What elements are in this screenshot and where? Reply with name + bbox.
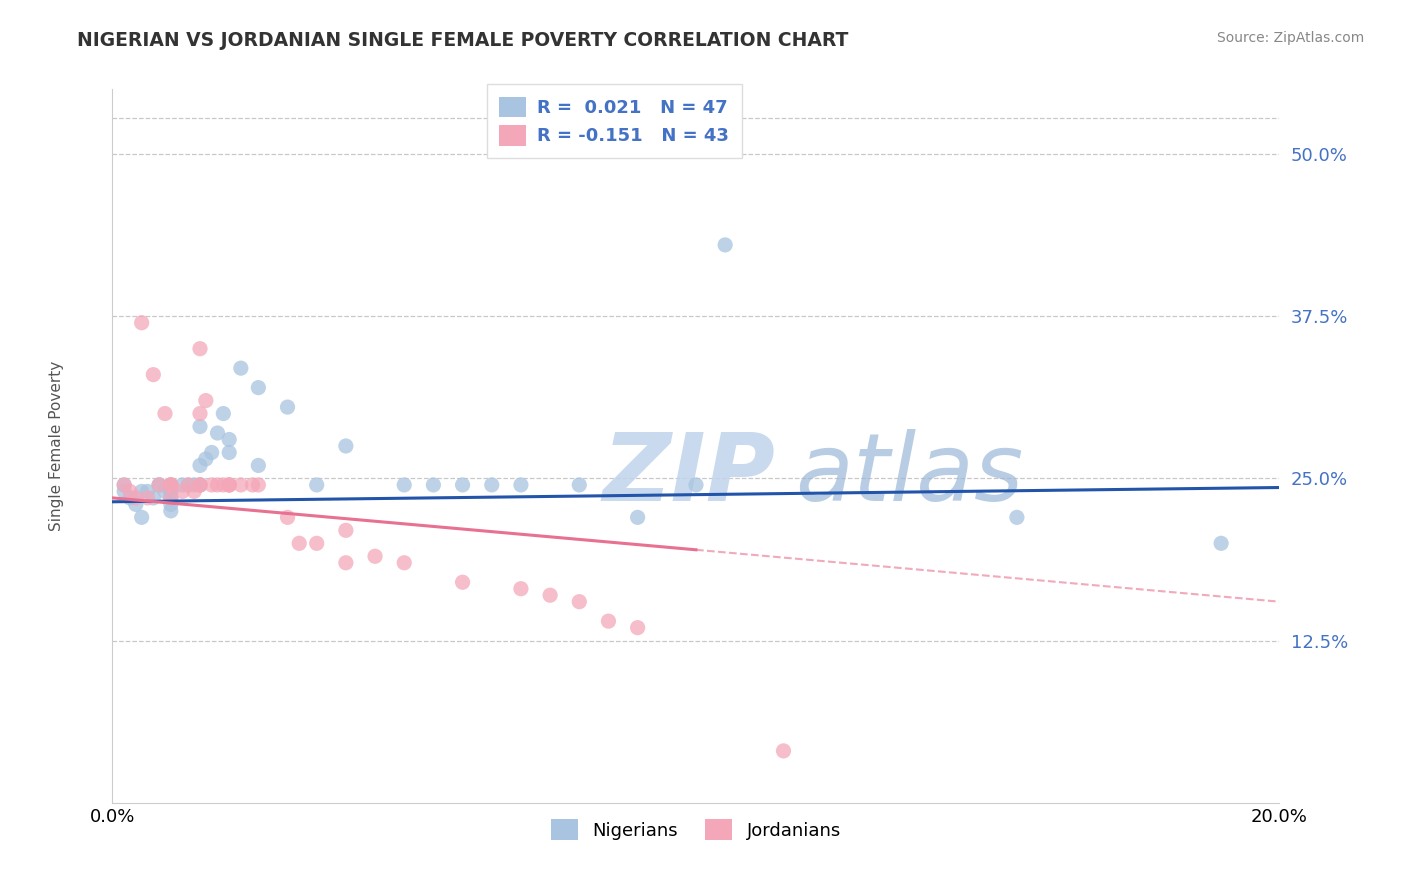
Point	[188, 419, 211, 434]
Point	[153, 484, 176, 499]
Point	[509, 478, 531, 492]
Point	[177, 478, 200, 492]
Point	[188, 478, 211, 492]
Point	[627, 621, 650, 635]
Point	[125, 491, 148, 505]
Point	[160, 478, 183, 492]
Point	[172, 484, 194, 499]
Point	[598, 614, 620, 628]
Point	[772, 744, 794, 758]
Point	[160, 497, 183, 511]
Point	[1209, 536, 1232, 550]
Point	[247, 458, 270, 473]
Point	[148, 478, 170, 492]
Point	[148, 478, 170, 492]
Point	[247, 478, 270, 492]
Point	[229, 478, 252, 492]
Point	[160, 478, 183, 492]
Point	[568, 478, 591, 492]
Point	[160, 504, 183, 518]
Legend: Nigerians, Jordanians: Nigerians, Jordanians	[537, 805, 855, 855]
Point	[148, 478, 170, 492]
Text: Source: ZipAtlas.com: Source: ZipAtlas.com	[1216, 31, 1364, 45]
Point	[714, 238, 737, 252]
Point	[153, 407, 176, 421]
Point	[451, 478, 474, 492]
Point	[335, 439, 357, 453]
Point	[305, 478, 328, 492]
Point	[160, 491, 183, 505]
Point	[188, 407, 211, 421]
Point	[112, 478, 135, 492]
Point	[172, 478, 194, 492]
Point	[125, 497, 148, 511]
Point	[131, 510, 153, 524]
Point	[118, 484, 141, 499]
Point	[188, 478, 211, 492]
Point	[112, 478, 135, 492]
Point	[160, 478, 183, 492]
Point	[207, 425, 229, 440]
Point	[509, 582, 531, 596]
Point	[394, 478, 416, 492]
Point	[183, 478, 205, 492]
Point	[177, 478, 200, 492]
Point	[188, 478, 211, 492]
Point	[131, 484, 153, 499]
Point	[212, 407, 235, 421]
Point	[136, 491, 159, 505]
Point	[568, 595, 591, 609]
Point	[160, 491, 183, 505]
Point	[288, 536, 311, 550]
Point	[685, 478, 707, 492]
Point	[627, 510, 650, 524]
Point	[218, 433, 240, 447]
Point	[160, 484, 183, 499]
Point	[305, 536, 328, 550]
Point	[276, 400, 298, 414]
Point	[207, 478, 229, 492]
Point	[160, 484, 183, 499]
Point	[194, 452, 217, 467]
Point	[160, 478, 183, 492]
Point	[481, 478, 503, 492]
Point	[218, 478, 240, 492]
Point	[394, 556, 416, 570]
Point	[183, 484, 205, 499]
Point	[218, 445, 240, 459]
Point	[335, 524, 357, 538]
Point	[422, 478, 444, 492]
Point	[188, 342, 211, 356]
Point	[201, 445, 224, 459]
Point	[1005, 510, 1028, 524]
Point	[242, 478, 264, 492]
Point	[247, 381, 270, 395]
Point	[212, 478, 235, 492]
Point	[131, 316, 153, 330]
Point	[194, 393, 217, 408]
Point	[188, 478, 211, 492]
Point	[136, 484, 159, 499]
Point	[218, 478, 240, 492]
Point	[229, 361, 252, 376]
Text: ZIP: ZIP	[603, 428, 776, 521]
Point	[538, 588, 561, 602]
Text: atlas: atlas	[796, 429, 1024, 520]
Point	[276, 510, 298, 524]
Point	[218, 478, 240, 492]
Text: NIGERIAN VS JORDANIAN SINGLE FEMALE POVERTY CORRELATION CHART: NIGERIAN VS JORDANIAN SINGLE FEMALE POVE…	[77, 31, 849, 50]
Point	[142, 368, 165, 382]
Point	[364, 549, 387, 564]
Y-axis label: Single Female Poverty: Single Female Poverty	[49, 361, 63, 531]
Point	[451, 575, 474, 590]
Point	[112, 484, 135, 499]
Point	[201, 478, 224, 492]
Point	[142, 491, 165, 505]
Point	[118, 491, 141, 505]
Point	[335, 556, 357, 570]
Point	[188, 458, 211, 473]
